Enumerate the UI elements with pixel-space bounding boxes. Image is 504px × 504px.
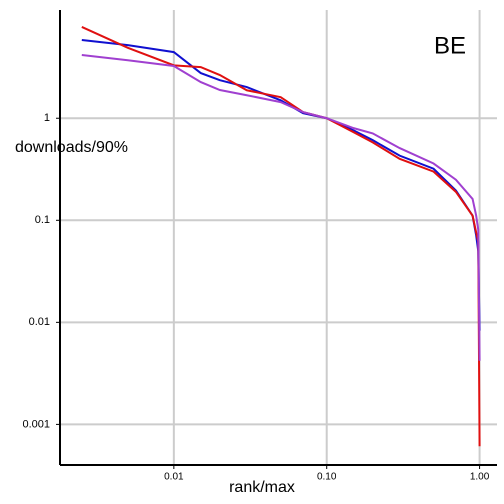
y-tick-label: 0.1 bbox=[35, 214, 50, 226]
annotation: BE bbox=[434, 32, 466, 59]
y-tick-label: 0.001 bbox=[22, 418, 50, 430]
series-line bbox=[81, 53, 481, 361]
x-tick-label: 0.01 bbox=[164, 472, 184, 483]
series-line bbox=[81, 26, 481, 447]
y-tick-label: 0.01 bbox=[29, 316, 50, 328]
x-tick-label: 1.00 bbox=[470, 472, 490, 483]
x-tick-label: 0.10 bbox=[317, 472, 337, 483]
series-line bbox=[81, 38, 481, 331]
x-axis-label: rank/max bbox=[229, 479, 295, 496]
y-tick-label: 1 bbox=[44, 112, 50, 124]
y-axis-label: downloads/90% bbox=[15, 139, 128, 156]
